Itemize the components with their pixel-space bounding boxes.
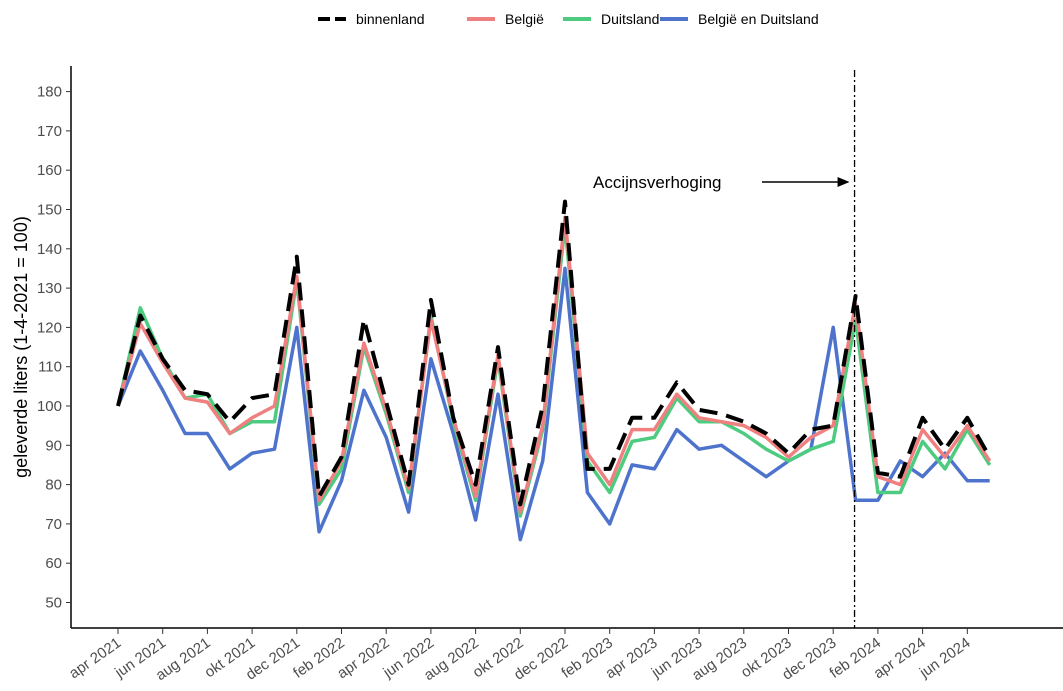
y-tick-label: 80 — [45, 477, 62, 494]
x-tick-label: apr 2021 — [66, 634, 124, 682]
series-line-3 — [116, 266, 990, 542]
x-tick-label: jun 2024 — [916, 634, 974, 682]
y-tick-label: 60 — [45, 555, 62, 572]
y-tick-label: 130 — [37, 280, 62, 297]
y-tick-label: 170 — [37, 123, 62, 140]
y-tick-label: 110 — [38, 359, 62, 376]
legend-label: binnenland — [356, 11, 425, 27]
y-tick-label: 150 — [37, 202, 62, 219]
y-tick-label: 120 — [37, 319, 62, 336]
legend-label: Duitsland — [601, 11, 659, 27]
y-tick-label: 160 — [37, 162, 62, 179]
y-tick-label: 180 — [37, 84, 62, 101]
series-lines — [116, 199, 992, 542]
y-axis-title: geleverde liters (1-4-2021 = 100) — [11, 216, 31, 478]
legend-label: België en Duitsland — [698, 11, 819, 27]
y-tick-label: 70 — [45, 516, 62, 533]
y-tick-label: 50 — [45, 595, 62, 612]
annotation-arrowhead — [837, 176, 850, 187]
y-tick-label: 100 — [37, 398, 62, 415]
axes — [70, 66, 1063, 629]
y-tick-label: 90 — [45, 437, 62, 454]
y-ticks: 50 60 70 80 90 100 110 120 130 140 150 160 170 180 — [37, 84, 71, 612]
legend-label: België — [505, 11, 544, 27]
series-line-0 — [116, 199, 992, 507]
y-tick-label: 140 — [37, 241, 62, 258]
annotation: Accijnsverhoging — [593, 173, 850, 192]
legend: binnenland België Duitsland België en Duits… — [318, 11, 819, 27]
annotation-label: Accijnsverhoging — [593, 173, 722, 192]
